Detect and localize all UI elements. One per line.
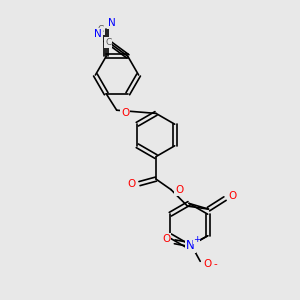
Text: C: C — [105, 38, 111, 47]
Text: -: - — [213, 259, 217, 269]
Text: O: O — [162, 234, 170, 244]
Text: O: O — [228, 190, 237, 201]
Text: N: N — [108, 18, 116, 28]
Text: O: O — [121, 108, 129, 118]
Text: N: N — [94, 29, 102, 39]
Text: O: O — [175, 184, 184, 195]
Text: O: O — [128, 178, 136, 189]
Text: O: O — [204, 259, 212, 269]
Text: +: + — [193, 235, 200, 244]
Text: N: N — [186, 239, 195, 252]
Text: C: C — [98, 25, 104, 34]
